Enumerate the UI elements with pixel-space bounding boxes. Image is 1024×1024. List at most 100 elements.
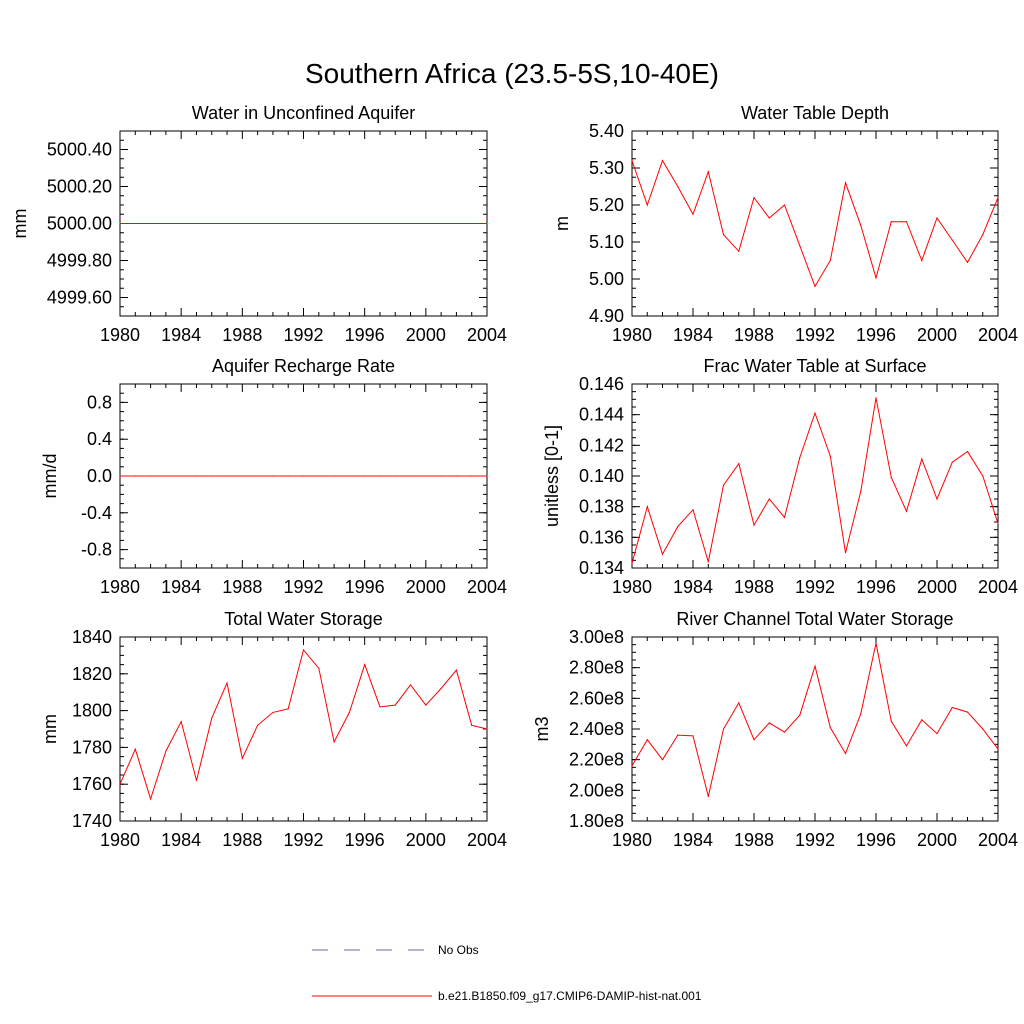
data-point: [333, 741, 335, 743]
y-tick-label: 0.138: [579, 497, 624, 517]
series-line: [119, 648, 488, 801]
data-point: [738, 463, 740, 465]
y-axis-label: mm: [40, 714, 60, 744]
y-tick-label: 0.142: [579, 435, 624, 455]
x-tick-label: 1996: [345, 577, 385, 597]
x-tick-label: 1988: [734, 830, 774, 850]
y-tick-label: 1780: [72, 737, 112, 757]
data-point: [409, 684, 412, 686]
data-point: [394, 475, 396, 477]
y-tick-label: -0.4: [81, 503, 112, 523]
data-point: [287, 222, 289, 225]
data-point: [318, 667, 320, 669]
x-tick-label: 1988: [734, 325, 774, 345]
x-tick-label: 1992: [283, 325, 323, 345]
x-tick-label: 1992: [283, 830, 323, 850]
y-axis-label: mm/d: [40, 454, 60, 499]
data-point: [631, 160, 633, 162]
data-point: [661, 759, 664, 761]
data-point: [348, 475, 350, 477]
data-point: [890, 720, 892, 722]
data-point: [936, 498, 938, 500]
data-point: [165, 750, 167, 752]
data-point: [302, 475, 305, 477]
data-point: [149, 475, 152, 477]
data-point: [814, 412, 816, 414]
data-point: [829, 726, 831, 729]
legend-label: b.e21.B1850.f09_g17.CMIP6-DAMIP-hist-nat…: [438, 989, 702, 1003]
data-point: [997, 197, 999, 199]
data-point: [165, 475, 167, 477]
data-point: [753, 739, 755, 741]
data-point: [455, 475, 458, 477]
y-tick-label: 5.20: [589, 195, 624, 215]
data-point: [195, 222, 198, 225]
panel-title: River Channel Total Water Storage: [676, 609, 953, 629]
data-point: [440, 687, 442, 690]
data-point: [379, 475, 381, 477]
data-point: [257, 475, 259, 477]
x-tick-label: 2004: [467, 325, 507, 345]
data-point: [707, 561, 709, 563]
x-tick-label: 1984: [161, 325, 201, 345]
data-point: [753, 197, 755, 199]
y-tick-label: 0.8: [87, 392, 112, 412]
data-point: [180, 475, 182, 477]
data-point: [677, 185, 679, 188]
x-tick-label: 1996: [345, 325, 385, 345]
y-tick-label: 1820: [72, 664, 112, 684]
y-tick-label: 4999.80: [47, 251, 112, 271]
data-point: [302, 222, 305, 225]
y-tick-label: 0.4: [87, 429, 112, 449]
y-tick-label: 5.10: [589, 232, 624, 252]
data-point: [425, 475, 427, 477]
data-point: [440, 475, 442, 477]
data-point: [997, 522, 999, 525]
data-point: [272, 711, 274, 714]
data-point: [799, 245, 801, 247]
data-point: [844, 552, 847, 554]
y-tick-label: 3.00e8: [569, 627, 624, 647]
data-point: [768, 217, 770, 219]
x-tick-label: 2004: [978, 830, 1018, 850]
x-tick-label: 1996: [856, 577, 896, 597]
x-tick-label: 1980: [100, 577, 140, 597]
x-tick-label: 1992: [283, 577, 323, 597]
data-point: [982, 475, 984, 477]
x-tick-label: 1988: [222, 830, 262, 850]
data-point: [722, 484, 725, 486]
data-point: [333, 475, 335, 477]
y-tick-label: 2.40e8: [569, 719, 624, 739]
x-tick-label: 2000: [406, 577, 446, 597]
y-tick-label: 1800: [72, 701, 112, 721]
data-point: [875, 397, 877, 399]
data-point: [844, 182, 847, 184]
data-point: [905, 745, 908, 747]
series-line: [631, 397, 999, 564]
data-point: [379, 706, 381, 708]
data-point: [486, 222, 488, 225]
x-tick-label: 1980: [100, 325, 140, 345]
x-tick-label: 1980: [612, 325, 652, 345]
x-tick-label: 1984: [673, 577, 713, 597]
data-point: [646, 204, 648, 206]
data-point: [707, 171, 709, 173]
data-point: [875, 277, 877, 279]
data-point: [951, 239, 953, 241]
x-tick-label: 2004: [978, 325, 1018, 345]
panel-5: Total Water Storage 1980 1984 1988 1992 1996 2…: [40, 609, 507, 850]
y-tick-label: 1.80e8: [569, 811, 624, 831]
y-axis-label: m3: [532, 716, 552, 741]
data-point: [149, 222, 152, 225]
data-point: [814, 285, 816, 287]
data-point: [966, 450, 969, 453]
data-point: [195, 779, 198, 782]
data-point: [783, 731, 786, 733]
data-point: [119, 783, 121, 785]
data-point: [211, 475, 213, 477]
data-point: [722, 234, 725, 236]
data-point: [318, 222, 320, 225]
data-point: [409, 475, 412, 477]
plot-frame: [119, 636, 488, 822]
data-point: [455, 669, 458, 671]
